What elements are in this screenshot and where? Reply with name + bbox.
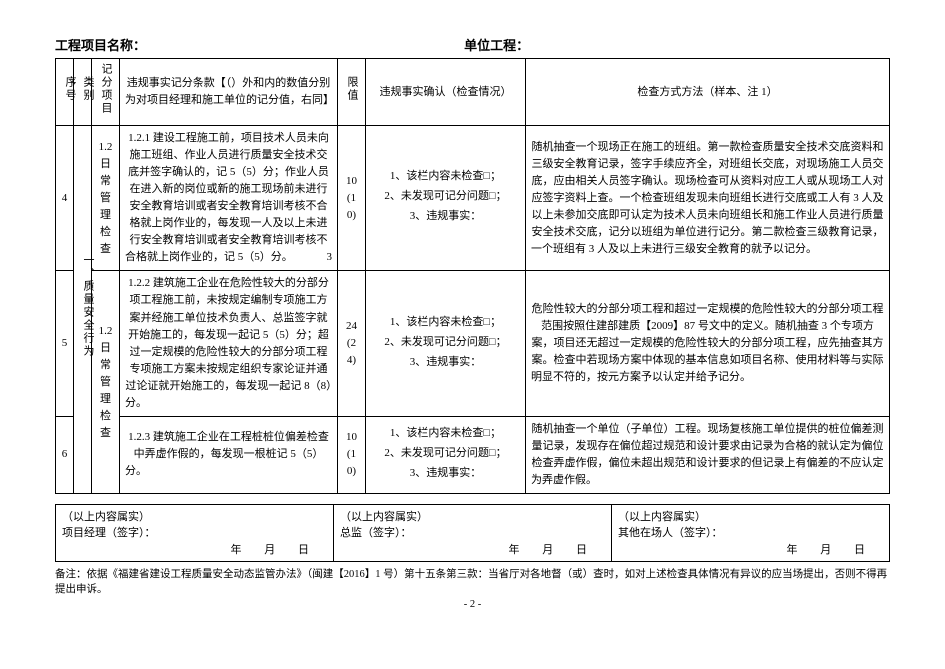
check-line: 1、该栏内容未检查□； [371,425,520,442]
rule-cell: 1.2.2 建筑施工企业在危险性较大的分部分项工程施工前，未按规定编制专项施工方… [120,271,338,416]
item-cell: 1.2 日常管理检查 [92,126,120,271]
seq-cell: 5 [56,271,74,416]
signature-box-other: （以上内容属实） 其他在场人（签字）： 年 月 日 [612,504,890,562]
limit-cell: 24 (24) [338,271,366,416]
sig-sup-label: 总监（签字）： [340,525,605,542]
table-header-row: 序号 类别 记分项目 违规事实记分条款【（）外和内的数值分别为对项目经理和施工单… [56,59,890,126]
unit-label: 单位工程： [464,38,529,53]
table-row: 4 一、质量安全行为 1.2 日常管理检查 1.2.1 建设工程施工前，项目技术… [56,126,890,271]
col-seq: 序号 [56,59,74,126]
signature-box-sup: （以上内容属实） 总监（签字）： 年 月 日 [334,504,612,562]
sig-other-label: 其他在场人（签字）： [618,525,883,542]
sig-date: 年 月 日 [340,542,605,559]
check-line: 3、违规事实： [371,208,520,225]
table-row: 5 1.2 日常管理检查 1.2.2 建筑施工企业在危险性较大的分部分项工程施工… [56,271,890,416]
limit-cell: 10 (10) [338,416,366,493]
project-label: 工程项目名称： [55,38,146,53]
sig-date: 年 月 日 [62,542,327,559]
sig-date: 年 月 日 [618,542,883,559]
check-line: 2、未发现可记分问题□； [371,188,520,205]
check-line: 1、该栏内容未检查□； [371,314,520,331]
sig-truth: （以上内容属实） [618,509,883,526]
method-cell: 随机抽查一个现场正在施工的班组。第一款检查质量安全技术交底资料和三级安全教育记录… [526,126,890,271]
col-check: 违规事实确认（检查情况） [366,59,526,126]
method-cell: 随机抽查一个单位（子单位）工程。现场复核施工单位提供的桩位偏差测量记录，发现存在… [526,416,890,493]
check-line: 1、该栏内容未检查□； [371,168,520,185]
check-cell: 1、该栏内容未检查□； 2、未发现可记分问题□； 3、违规事实： [366,416,526,493]
check-cell: 1、该栏内容未检查□； 2、未发现可记分问题□； 3、违规事实： [366,126,526,271]
sig-pm-label: 项目经理（签字）： [62,525,327,542]
rule-side-number: 3 [327,249,333,266]
signature-row: （以上内容属实） 项目经理（签字）： 年 月 日 （以上内容属实） 总监（签字）… [55,504,890,562]
footer-note: 备注：依据《福建省建设工程质量安全动态监管办法》（闽建【2016】1 号）第十五… [55,568,890,597]
seq-cell: 6 [56,416,74,493]
sig-truth: （以上内容属实） [62,509,327,526]
method-cell: 危险性较大的分部分项工程和超过一定规模的危险性较大的分部分项工程范围按照住建部建… [526,271,890,416]
sig-truth: （以上内容属实） [340,509,605,526]
check-line: 3、违规事实： [371,354,520,371]
page-number: - 2 - [55,599,890,610]
rule-cell: 1.2.1 建设工程施工前，项目技术人员未向施工班组、作业人员进行质量安全技术交… [120,126,338,271]
signature-box-pm: （以上内容属实） 项目经理（签字）： 年 月 日 [55,504,334,562]
rule-cell: 1.2.3 建筑施工企业在工程桩桩位偏差检查中弄虚作假的，每发现一根桩记 5（5… [120,416,338,493]
col-limit: 限值 [338,59,366,126]
check-line: 3、违规事实： [371,465,520,482]
page-header: 工程项目名称： 单位工程： [55,35,890,54]
check-cell: 1、该栏内容未检查□； 2、未发现可记分问题□； 3、违规事实： [366,271,526,416]
rule-text: 1.2.1 建设工程施工前，项目技术人员未向施工班组、作业人员进行质量安全技术交… [125,132,329,263]
category-cell: 一、质量安全行为 [74,126,92,494]
check-line: 2、未发现可记分问题□； [371,334,520,351]
table-row: 6 1.2.3 建筑施工企业在工程桩桩位偏差检查中弄虚作假的，每发现一根桩记 5… [56,416,890,493]
seq-cell: 4 [56,126,74,271]
col-rule: 违规事实记分条款【（）外和内的数值分别为对项目经理和施工单位的记分值，右同】 [120,59,338,126]
col-method: 检查方式方法（样本、注 1） [526,59,890,126]
check-line: 2、未发现可记分问题□； [371,445,520,462]
limit-cell: 10 (10) [338,126,366,271]
main-table: 序号 类别 记分项目 违规事实记分条款【（）外和内的数值分别为对项目经理和施工单… [55,58,890,494]
